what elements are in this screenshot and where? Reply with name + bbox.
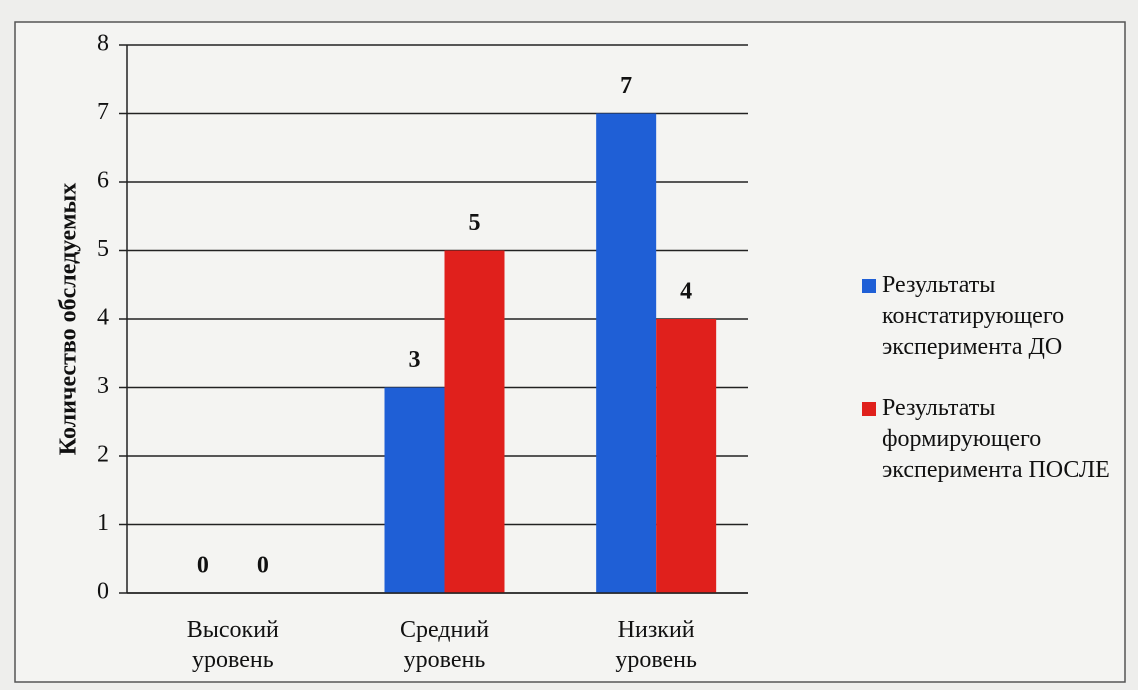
- legend-item: Результаты констатирующего эксперимента …: [862, 270, 1112, 363]
- data-label: 0: [197, 553, 209, 579]
- bar: [444, 250, 505, 593]
- y-tick-label: 2: [97, 442, 109, 468]
- x-tick-label: Средний уровень: [399, 617, 490, 673]
- y-axis-label: Количество обследуемых: [56, 183, 82, 456]
- frame: [14, 21, 1126, 683]
- y-tick-label: 0: [97, 579, 109, 605]
- bar: [384, 387, 445, 593]
- y-tick-label: 7: [97, 99, 109, 125]
- legend-swatch: [862, 279, 876, 293]
- data-label: 0: [257, 553, 269, 579]
- legend-label: Результаты констатирующего эксперимента …: [882, 272, 1065, 360]
- data-label: 4: [680, 279, 692, 305]
- y-tick-label: 1: [97, 510, 109, 536]
- y-tick-label: 4: [97, 305, 109, 331]
- y-tick-label: 3: [97, 373, 109, 399]
- data-label: 7: [620, 73, 632, 99]
- legend: Результаты констатирующего эксперимента …: [862, 270, 1112, 516]
- x-tick-label: Низкий уровень: [615, 617, 697, 673]
- x-tick-label: Высокий уровень: [186, 617, 279, 673]
- legend-swatch: [862, 402, 876, 416]
- y-tick-label: 5: [97, 236, 109, 262]
- bar: [656, 319, 717, 593]
- y-tick-label: 6: [97, 168, 109, 194]
- data-label: 5: [469, 210, 481, 236]
- legend-item: Результаты формирующего эксперимента ПОС…: [862, 393, 1112, 486]
- y-tick-label: 8: [97, 31, 109, 57]
- legend-label: Результаты формирующего эксперимента ПОС…: [882, 395, 1110, 483]
- data-label: 3: [409, 347, 421, 373]
- bar: [596, 113, 657, 593]
